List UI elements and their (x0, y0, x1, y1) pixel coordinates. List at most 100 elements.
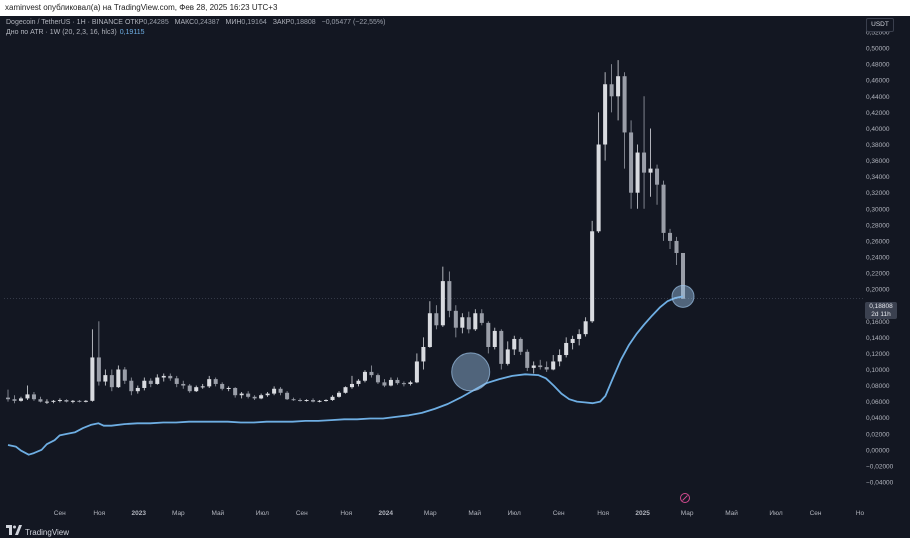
symbol-name[interactable]: Dogecoin / TetherUS · 1Н · BINANCE (6, 19, 123, 26)
high-value: 0,24387 (194, 19, 220, 26)
candle-body (603, 84, 608, 145)
candle-body (356, 380, 361, 384)
change-value: −0,05477 (−22,55%) (321, 19, 386, 26)
y-axis-tick-label: 0,46000 (866, 78, 890, 85)
y-axis-tick-label: 0,38000 (866, 142, 890, 149)
candle-body (103, 375, 108, 382)
event-marker-slash (682, 495, 688, 501)
x-axis-tick-label: Но (856, 510, 865, 517)
low-label: МИН (225, 19, 242, 26)
currency-button[interactable]: USDT (866, 18, 894, 32)
candle-body (622, 76, 627, 133)
candle-body (538, 365, 543, 368)
candlestick-chart[interactable]: 0,52000 0,50000 0,48000 0,46000 0,44000 0,420… (0, 16, 910, 522)
candle-body (311, 400, 316, 402)
symbol-ohlc-line: Dogecoin / TetherUS · 1Н · BINANCE ОТКР0… (6, 19, 385, 26)
y-axis-tick-label: 0,12000 (866, 351, 890, 358)
candle-body (135, 387, 140, 392)
x-axis-tick-label: Май (725, 509, 738, 517)
candle-body (194, 387, 199, 392)
y-axis-tick-label: 0,40000 (866, 126, 890, 133)
candle-body (661, 184, 666, 233)
y-axis-tick-label: 0,28000 (866, 222, 890, 229)
candle-body (239, 393, 244, 396)
candle-body (408, 382, 413, 384)
candle-body (5, 397, 11, 400)
x-axis-tick-label: Июл (256, 510, 269, 517)
candle-body (635, 152, 640, 193)
tradingview-logo-icon[interactable]: TradingView (6, 525, 69, 537)
candle-body (285, 392, 290, 400)
candle-body (616, 76, 621, 97)
candle-body (64, 400, 69, 402)
candle-body (161, 375, 166, 378)
candle-body (544, 367, 549, 370)
candle-body (25, 394, 30, 399)
candle-body (265, 393, 270, 396)
candle-body (122, 369, 127, 381)
candle-body (226, 387, 231, 389)
candle-body (499, 330, 504, 364)
y-axis-tick-label: 0,30000 (866, 206, 890, 213)
y-axis-tick-label: 0,08000 (866, 383, 890, 390)
candle-body (148, 380, 153, 384)
candle-body (609, 84, 614, 97)
candle-body (96, 357, 101, 382)
x-axis-tick-label: Ноя (93, 510, 105, 517)
open-value: 0,24285 (143, 19, 169, 26)
candle-body (642, 152, 647, 173)
candle-body (525, 351, 530, 368)
candle-body (564, 342, 569, 356)
candle-body (680, 252, 686, 299)
candle-body (421, 346, 426, 362)
y-axis-tick-label: 0,48000 (866, 62, 890, 69)
candle-body (83, 400, 88, 402)
x-axis-tick-label: Ноя (340, 510, 352, 517)
candle-body (233, 387, 238, 396)
y-axis-tick-label: 0,00000 (866, 447, 890, 454)
candle-body (447, 281, 452, 311)
candle-body (362, 371, 367, 381)
x-axis-tick-label: Мар (424, 510, 437, 517)
candle-body (505, 349, 510, 364)
candle-body (246, 393, 251, 397)
candle-body (518, 338, 523, 352)
low-value: 0,19164 (241, 19, 267, 26)
y-axis-tick-label: 0,16000 (866, 319, 890, 326)
candle-body (90, 357, 95, 401)
y-axis-tick-label: 0,52000 (866, 30, 890, 37)
last-price-value: 0,18808 (869, 303, 893, 310)
candle-body (77, 400, 82, 402)
indicator-name[interactable]: Дно по ATR · 1W (20, 2,3, 16, hlc3) (6, 29, 117, 36)
y-axis-tick-label: 0,14000 (866, 335, 890, 342)
candle-body (486, 322, 491, 347)
candle-body (453, 310, 458, 328)
candle-body (466, 317, 471, 330)
candle-body (252, 396, 257, 399)
candle-body (324, 400, 329, 402)
candle-body (31, 394, 36, 400)
y-axis-tick-label: 0,26000 (866, 238, 890, 245)
candle-body (116, 369, 121, 388)
candle-body (551, 361, 556, 370)
candle-body (291, 399, 296, 401)
candle-body (414, 361, 419, 383)
candle-body (479, 313, 484, 323)
chart-area[interactable]: 0,52000 0,50000 0,48000 0,46000 0,44000 0,420… (0, 16, 910, 522)
highlight-circle (451, 352, 491, 392)
y-axis-tick-label: 0,10000 (866, 367, 890, 374)
high-label: МАКС (174, 19, 195, 26)
x-axis-tick-label: Мар (681, 510, 694, 517)
y-axis-tick-label: 0,32000 (866, 190, 890, 197)
x-axis-tick-label: Июл (769, 510, 782, 517)
candle-body (70, 400, 75, 402)
candle-body (168, 375, 173, 379)
last-price-tag: 0,18808 2d 11h (865, 302, 897, 319)
candle-body (174, 378, 179, 384)
highlight-circle (671, 284, 695, 308)
candle-body (395, 379, 400, 384)
open-label: ОТКР (124, 19, 144, 26)
candle-body (512, 338, 517, 350)
brand-name: TradingView (25, 528, 70, 537)
candle-body (187, 385, 192, 392)
